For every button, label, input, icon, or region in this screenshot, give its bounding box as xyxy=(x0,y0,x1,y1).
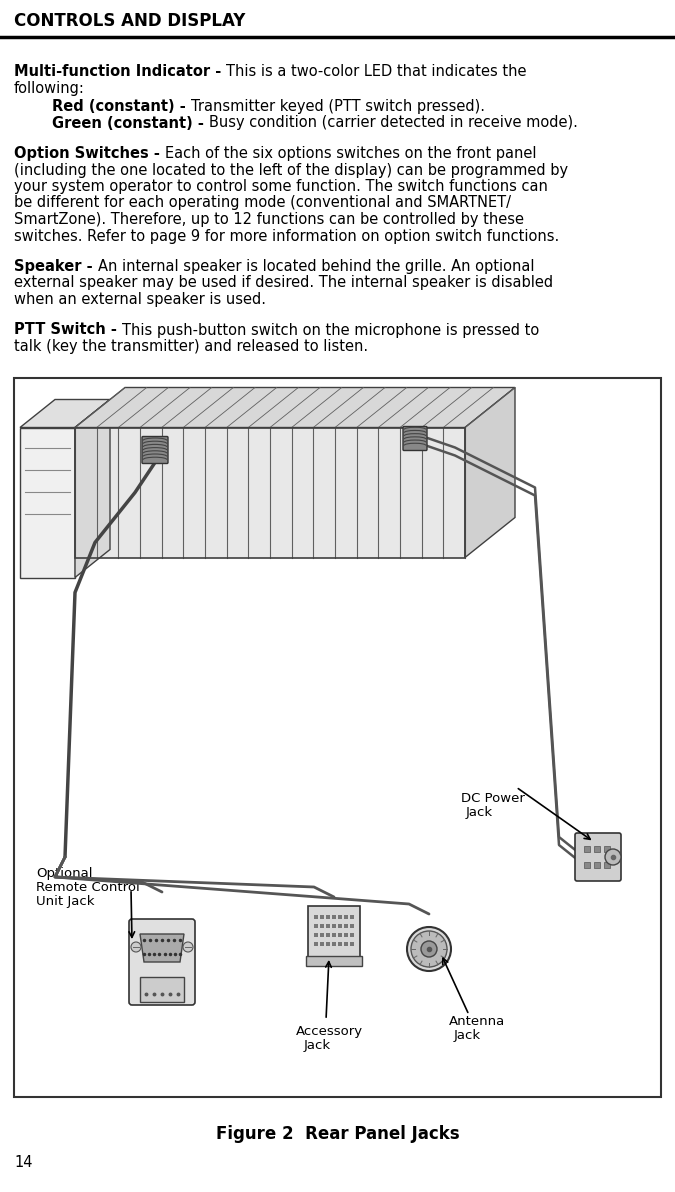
Text: Busy condition (carrier detected in receive mode).: Busy condition (carrier detected in rece… xyxy=(209,116,578,130)
Bar xyxy=(350,915,354,919)
Text: Jack: Jack xyxy=(466,806,493,819)
Text: Red (constant) -: Red (constant) - xyxy=(52,99,191,114)
Text: Transmitter keyed (PTT switch pressed).: Transmitter keyed (PTT switch pressed). xyxy=(191,99,485,114)
Bar xyxy=(350,933,354,937)
Bar xyxy=(140,977,184,1002)
Text: Option Switches -: Option Switches - xyxy=(14,145,165,161)
Text: be different for each operating mode (conventional and SMARTNET/: be different for each operating mode (co… xyxy=(14,195,511,211)
Bar xyxy=(338,915,342,919)
Circle shape xyxy=(421,940,437,957)
Bar xyxy=(594,862,600,868)
Bar xyxy=(332,942,336,946)
Bar xyxy=(344,915,348,919)
Bar xyxy=(320,942,324,946)
Polygon shape xyxy=(75,387,515,428)
Text: 14: 14 xyxy=(14,1155,32,1171)
Text: Antenna: Antenna xyxy=(449,1016,506,1028)
Circle shape xyxy=(131,942,141,952)
Text: SmartZone). Therefore, up to 12 functions can be controlled by these: SmartZone). Therefore, up to 12 function… xyxy=(14,212,524,226)
Text: switches. Refer to page 9 for more information on option switch functions.: switches. Refer to page 9 for more infor… xyxy=(14,229,560,243)
FancyBboxPatch shape xyxy=(575,833,621,881)
Bar xyxy=(332,933,336,937)
Text: Unit Jack: Unit Jack xyxy=(36,895,95,908)
Bar xyxy=(320,933,324,937)
Bar xyxy=(326,933,330,937)
Bar xyxy=(332,915,336,919)
FancyBboxPatch shape xyxy=(308,906,360,963)
FancyBboxPatch shape xyxy=(129,919,195,1005)
Bar xyxy=(314,942,318,946)
Polygon shape xyxy=(20,428,75,577)
Bar xyxy=(350,942,354,946)
Text: external speaker may be used if desired. The internal speaker is disabled: external speaker may be used if desired.… xyxy=(14,275,553,291)
Text: your system operator to control some function. The switch functions can: your system operator to control some fun… xyxy=(14,179,548,194)
FancyBboxPatch shape xyxy=(403,427,427,451)
Bar xyxy=(320,924,324,929)
Bar xyxy=(344,942,348,946)
Text: Jack: Jack xyxy=(454,1029,481,1042)
Text: Remote Control: Remote Control xyxy=(36,881,140,894)
Bar xyxy=(326,942,330,946)
Bar xyxy=(338,942,342,946)
Text: This is a two-color LED that indicates the: This is a two-color LED that indicates t… xyxy=(226,64,527,79)
Text: Green (constant) -: Green (constant) - xyxy=(52,116,209,130)
Bar xyxy=(332,924,336,929)
Polygon shape xyxy=(20,399,110,428)
Circle shape xyxy=(411,931,447,967)
Text: CONTROLS AND DISPLAY: CONTROLS AND DISPLAY xyxy=(14,12,246,30)
Text: Each of the six options switches on the front panel: Each of the six options switches on the … xyxy=(165,145,537,161)
Bar xyxy=(584,862,590,868)
Bar xyxy=(594,846,600,852)
Bar xyxy=(75,428,465,558)
Bar xyxy=(350,924,354,929)
Text: Multi-function Indicator -: Multi-function Indicator - xyxy=(14,64,226,79)
Bar xyxy=(344,933,348,937)
Bar xyxy=(320,915,324,919)
Bar xyxy=(75,428,465,558)
Text: DC Power: DC Power xyxy=(461,791,525,805)
Bar xyxy=(326,915,330,919)
Circle shape xyxy=(183,942,193,952)
Text: talk (key the transmitter) and released to listen.: talk (key the transmitter) and released … xyxy=(14,339,368,354)
Bar xyxy=(314,933,318,937)
FancyBboxPatch shape xyxy=(142,436,168,464)
Text: This push-button switch on the microphone is pressed to: This push-button switch on the microphon… xyxy=(122,323,539,337)
Bar xyxy=(604,846,610,852)
Bar xyxy=(338,924,342,929)
Bar xyxy=(326,924,330,929)
Text: Jack: Jack xyxy=(304,1039,331,1053)
Text: when an external speaker is used.: when an external speaker is used. xyxy=(14,292,266,308)
Circle shape xyxy=(407,927,451,971)
Polygon shape xyxy=(140,935,184,962)
Bar xyxy=(306,956,362,966)
Bar xyxy=(584,846,590,852)
Bar xyxy=(338,933,342,937)
Circle shape xyxy=(605,849,621,865)
Bar xyxy=(604,862,610,868)
Bar xyxy=(14,378,661,1097)
Text: Accessory: Accessory xyxy=(296,1025,363,1038)
Text: Figure 2  Rear Panel Jacks: Figure 2 Rear Panel Jacks xyxy=(216,1125,459,1143)
Bar xyxy=(314,924,318,929)
Polygon shape xyxy=(75,399,110,577)
Text: Speaker -: Speaker - xyxy=(14,259,98,274)
Bar xyxy=(314,915,318,919)
Text: PTT Switch -: PTT Switch - xyxy=(14,323,122,337)
Polygon shape xyxy=(465,387,515,558)
Bar xyxy=(344,924,348,929)
Text: Optional: Optional xyxy=(36,867,92,880)
Text: (including the one located to the left of the display) can be programmed by: (including the one located to the left o… xyxy=(14,162,568,178)
Text: An internal speaker is located behind the grille. An optional: An internal speaker is located behind th… xyxy=(98,259,534,274)
Text: following:: following: xyxy=(14,81,85,95)
